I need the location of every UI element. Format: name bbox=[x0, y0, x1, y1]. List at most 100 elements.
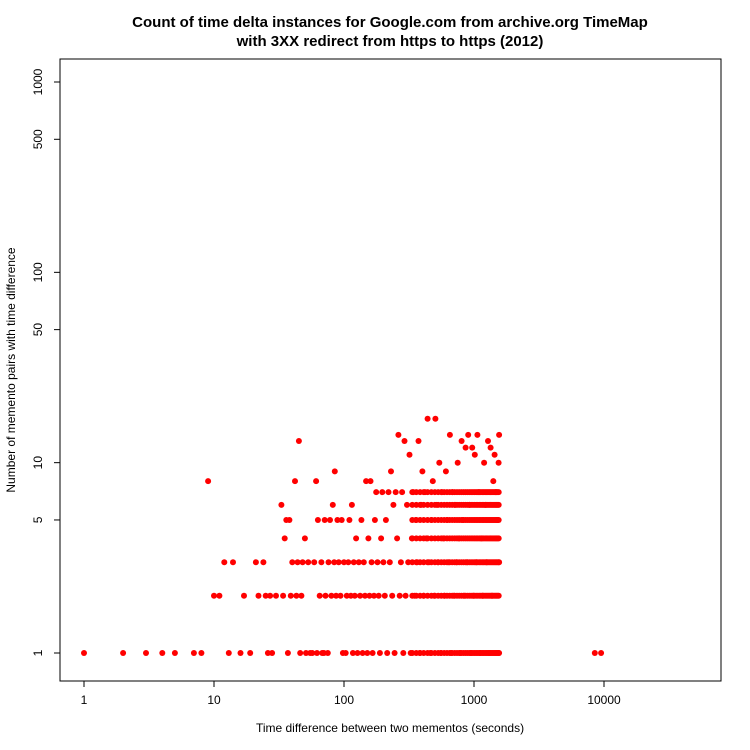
data-point bbox=[475, 489, 482, 496]
data-point bbox=[491, 451, 498, 458]
data-point bbox=[301, 535, 308, 542]
data-point bbox=[427, 650, 434, 656]
data-point bbox=[343, 592, 350, 599]
data-point bbox=[269, 650, 276, 656]
data-point bbox=[264, 650, 271, 656]
data-point bbox=[407, 650, 414, 656]
data-point bbox=[433, 501, 440, 508]
data-point bbox=[205, 478, 212, 485]
data-point bbox=[465, 431, 472, 438]
data-point bbox=[358, 517, 365, 523]
data-point bbox=[474, 431, 481, 438]
data-point bbox=[461, 592, 468, 599]
data-point bbox=[365, 535, 372, 542]
data-point bbox=[414, 559, 421, 566]
data-point bbox=[331, 559, 338, 566]
data-point bbox=[289, 559, 296, 566]
data-point bbox=[371, 592, 377, 599]
y-tick-label: 100 bbox=[31, 262, 45, 282]
data-point bbox=[322, 592, 329, 599]
data-point bbox=[444, 517, 451, 523]
data-point bbox=[293, 592, 300, 599]
y-axis-label: Number of memento pairs with time differ… bbox=[4, 247, 18, 493]
data-point bbox=[281, 535, 288, 542]
data-point bbox=[471, 451, 478, 458]
data-point bbox=[314, 517, 321, 523]
data-point bbox=[299, 559, 306, 566]
data-point bbox=[439, 489, 445, 496]
data-point bbox=[286, 517, 293, 523]
data-point bbox=[428, 517, 435, 523]
data-point bbox=[478, 535, 485, 542]
data-point bbox=[376, 650, 383, 656]
y-tick-label: 5 bbox=[31, 516, 45, 523]
data-point bbox=[496, 650, 503, 656]
data-point bbox=[394, 535, 401, 542]
data-point bbox=[473, 559, 480, 566]
data-point bbox=[437, 650, 444, 656]
data-point bbox=[466, 501, 473, 508]
data-point bbox=[221, 559, 228, 566]
data-point bbox=[385, 489, 392, 496]
data-point bbox=[380, 559, 387, 566]
data-point bbox=[496, 431, 503, 438]
data-point bbox=[495, 459, 502, 466]
data-point bbox=[406, 451, 413, 458]
data-point bbox=[386, 559, 393, 566]
data-point bbox=[313, 478, 320, 485]
data-point bbox=[359, 650, 366, 656]
data-point bbox=[382, 517, 389, 523]
data-point bbox=[390, 501, 397, 508]
data-point bbox=[287, 592, 294, 599]
data-point bbox=[425, 559, 432, 566]
data-point bbox=[81, 650, 87, 656]
data-point bbox=[404, 501, 410, 508]
data-point bbox=[452, 501, 459, 508]
data-point bbox=[267, 592, 274, 599]
x-tick-label: 1 bbox=[81, 693, 88, 707]
data-point bbox=[422, 489, 428, 496]
data-point bbox=[329, 501, 336, 508]
data-point bbox=[453, 559, 460, 566]
data-point bbox=[324, 650, 331, 656]
data-point bbox=[449, 489, 456, 496]
data-point bbox=[314, 650, 320, 656]
data-point bbox=[337, 592, 344, 599]
data-point bbox=[416, 650, 423, 656]
data-point bbox=[495, 501, 502, 508]
data-point bbox=[262, 592, 269, 599]
data-point bbox=[318, 559, 325, 566]
data-point bbox=[395, 431, 402, 438]
data-point bbox=[325, 559, 332, 566]
data-point bbox=[342, 650, 349, 656]
data-point bbox=[341, 559, 347, 566]
data-point bbox=[591, 650, 598, 656]
data-point bbox=[357, 592, 364, 599]
data-point bbox=[399, 489, 406, 496]
data-point bbox=[442, 468, 449, 475]
data-point bbox=[492, 489, 499, 496]
data-point bbox=[458, 438, 465, 444]
data-point bbox=[496, 559, 503, 566]
data-point bbox=[371, 517, 378, 523]
data-point bbox=[292, 478, 298, 485]
data-point bbox=[297, 650, 304, 656]
data-point bbox=[489, 592, 495, 599]
data-point bbox=[400, 650, 407, 656]
data-point bbox=[369, 650, 376, 656]
data-point bbox=[309, 650, 316, 656]
data-point bbox=[379, 489, 386, 496]
data-point bbox=[247, 650, 254, 656]
data-points bbox=[81, 415, 605, 656]
data-point bbox=[294, 559, 301, 566]
data-point bbox=[456, 535, 462, 542]
data-point bbox=[405, 559, 412, 566]
data-point bbox=[463, 559, 470, 566]
data-point bbox=[363, 478, 370, 485]
y-tick-label: 50 bbox=[31, 323, 45, 337]
data-point bbox=[450, 592, 457, 599]
data-point bbox=[328, 592, 335, 599]
data-point bbox=[362, 592, 368, 599]
data-point bbox=[469, 444, 476, 451]
